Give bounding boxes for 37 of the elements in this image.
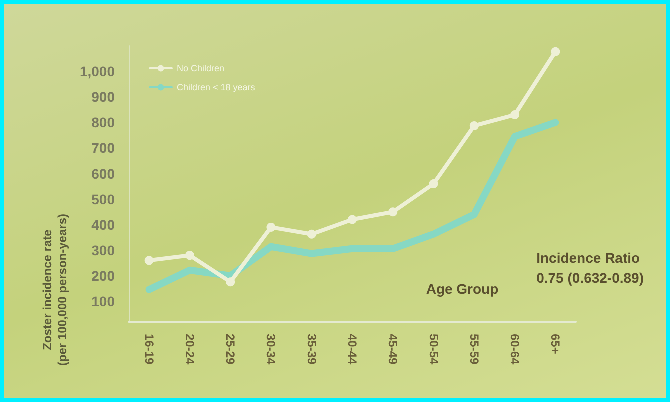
x-tick-label: 16-19 <box>142 334 156 366</box>
x-tick-label: 35-39 <box>304 334 319 366</box>
y-tick-label: 500 <box>92 191 116 208</box>
y-tick-label: 900 <box>92 89 116 106</box>
x-tick-label: 30-34 <box>264 334 278 366</box>
x-tick-label: 45-49 <box>386 334 400 366</box>
y-axis-title: Zoster incidence rate (per 100,000 person-years) <box>40 214 70 366</box>
x-tick-label: 50-54 <box>426 334 441 366</box>
x-tick-label: 40-44 <box>346 334 360 366</box>
x-tick-label: 20-24 <box>182 334 197 366</box>
point <box>510 110 520 120</box>
y-tick-label: 800 <box>92 114 116 131</box>
legend-label: Children < 18 years <box>177 82 256 92</box>
y-tick-label: 700 <box>92 140 116 156</box>
x-tick-label: 60-64 <box>508 334 522 366</box>
point <box>144 256 154 266</box>
y-tick-label: 600 <box>92 166 116 182</box>
annotation: Incidence Ratio 0.75 (0.632-0.89) <box>536 250 644 286</box>
y-tick-label: 400 <box>92 216 116 233</box>
x-axis-title: Age Group <box>426 281 499 297</box>
x-tick-label: 65+ <box>548 334 563 354</box>
y-tick-label: 1,000 <box>80 64 116 80</box>
x-tick-label: 55-59 <box>467 334 482 366</box>
legend-label: No Children <box>177 64 225 74</box>
point <box>185 251 194 260</box>
y-tick-label: 200 <box>92 268 116 284</box>
point <box>307 230 316 239</box>
point <box>348 215 357 224</box>
point <box>470 121 479 130</box>
point <box>551 47 560 56</box>
point <box>388 208 398 217</box>
y-tick-label: 100 <box>92 294 116 310</box>
point <box>266 222 276 232</box>
point <box>226 278 236 287</box>
point <box>429 180 438 188</box>
x-tick-label: 25-29 <box>224 334 238 366</box>
y-tick-label: 300 <box>92 242 116 258</box>
